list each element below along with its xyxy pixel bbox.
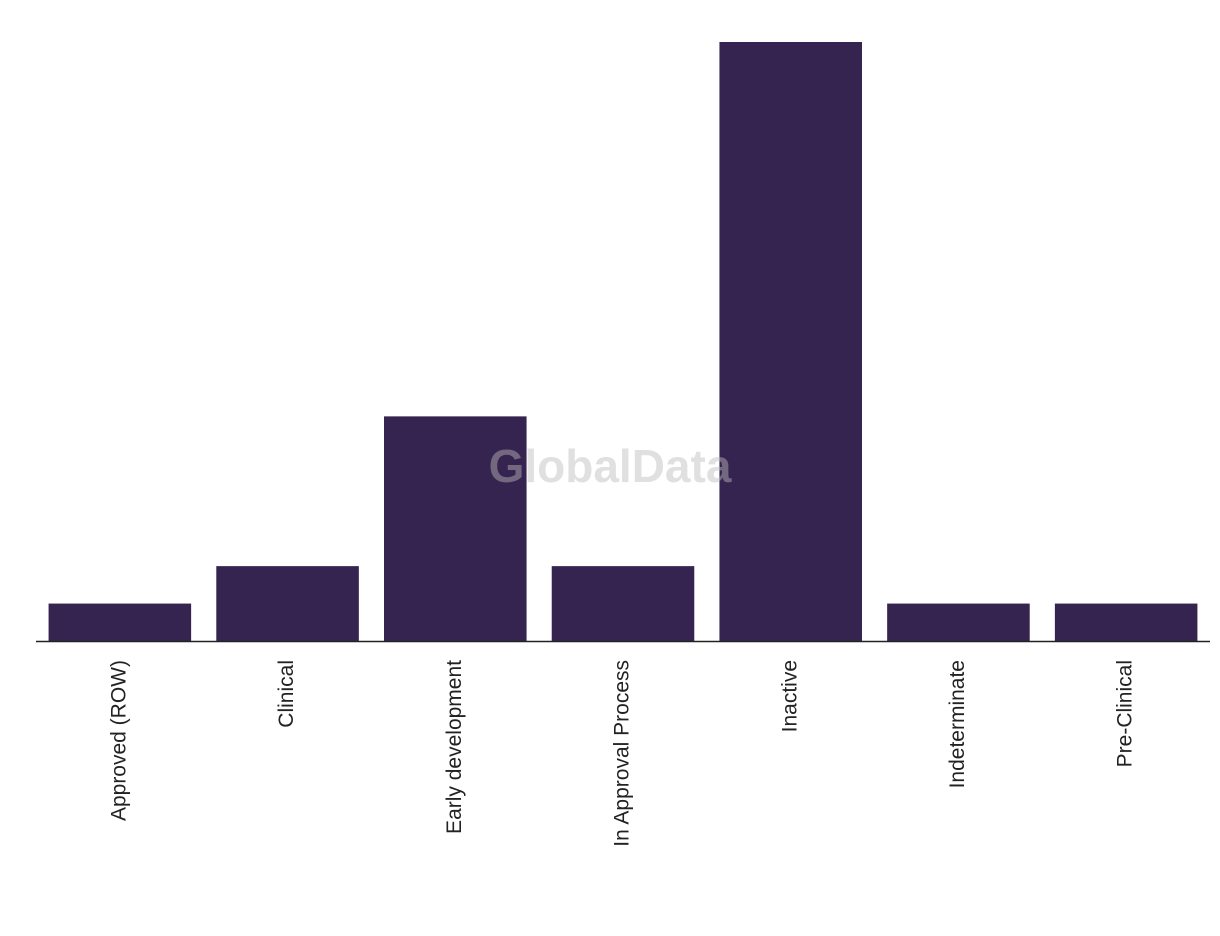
x-tick-label: Approved (ROW): [107, 660, 130, 821]
x-tick-label: Clinical: [275, 660, 298, 728]
watermark: GlobalData: [489, 440, 732, 492]
x-tick-label: In Approval Process: [611, 660, 634, 847]
x-tick-label: Inactive: [778, 660, 801, 732]
bar: [48, 603, 192, 641]
x-tick-label: Pre-Clinical: [1114, 660, 1137, 767]
bar: [216, 566, 359, 641]
x-tick-label: Indeterminate: [946, 660, 969, 788]
bar: [1054, 603, 1198, 641]
bar: [887, 603, 1030, 641]
x-tick-label: Early development: [443, 660, 466, 834]
bar: [384, 416, 527, 641]
bar: [719, 42, 862, 641]
bar: [551, 566, 695, 641]
